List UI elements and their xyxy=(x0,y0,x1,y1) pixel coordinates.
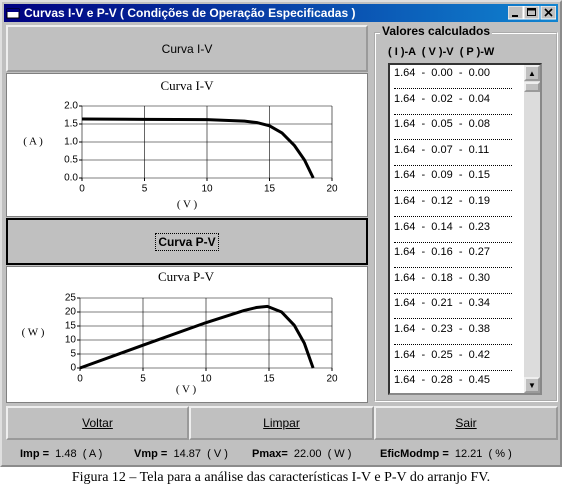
y-tick-label: 0.0 xyxy=(64,173,78,184)
status-label: Vmp = xyxy=(134,448,168,460)
list-row[interactable]: 1.64 - 0.05 - 0.08 xyxy=(394,114,512,141)
iv-chart-panel: Curva I-V ( A ) ( V ) 0.0 0.5 1.0 1.5 2.0 0 5 10 15… xyxy=(6,73,368,217)
list-row[interactable]: 1.64 - 0.00 - 0.00 xyxy=(394,65,512,89)
x-tick-label: 15 xyxy=(264,184,276,195)
curve-iv-button[interactable]: Curva I-V xyxy=(6,25,368,72)
x-tick-label: 5 xyxy=(142,184,148,195)
scroll-down[interactable]: ▼ xyxy=(524,377,540,393)
y-tick-label: 20 xyxy=(65,307,77,318)
scrollbar[interactable]: ▲ ▼ xyxy=(524,65,540,393)
x-tick-label: 0 xyxy=(79,184,85,195)
list-row[interactable]: 1.64 - 0.09 - 0.15 xyxy=(394,165,512,192)
window-controls[interactable] xyxy=(508,6,556,20)
button-label: Curva I-V xyxy=(161,41,213,56)
list-row[interactable]: 1.64 - 0.28 - 0.45 xyxy=(394,370,512,393)
y-axis-label: ( W ) xyxy=(22,327,45,339)
y-tick-label: 10 xyxy=(65,335,77,346)
y-tick-label: 15 xyxy=(65,321,77,332)
pv-chart: Curva P-V ( W ) ( V ) 0 5 10 15 20 25 0 5 10 15 20 xyxy=(22,269,338,396)
chart-title: Curva P-V xyxy=(158,269,215,284)
status-item: Pmax= 22.00 ( W ) xyxy=(252,448,351,460)
status-item: Vmp = 14.87 ( V ) xyxy=(134,448,228,460)
button-label: Curva P-V xyxy=(155,232,219,251)
list-row[interactable]: 1.64 - 0.14 - 0.23 xyxy=(394,217,512,243)
app-icon xyxy=(6,8,20,19)
clear-button[interactable]: Limpar xyxy=(189,406,374,440)
status-unit: ( W ) xyxy=(327,448,352,460)
button-label: Sair xyxy=(455,416,477,430)
list-row[interactable]: 1.64 - 0.07 - 0.11 xyxy=(394,140,512,166)
y-tick-label: 0.5 xyxy=(64,155,78,166)
list-row[interactable]: 1.64 - 0.23 - 0.38 xyxy=(394,319,512,345)
chart-title: Curva I-V xyxy=(160,78,214,93)
x-tick-label: 0 xyxy=(77,374,83,385)
window-title: Curvas I-V e P-V ( Condições de Operação… xyxy=(24,6,356,20)
x-axis-label: ( V ) xyxy=(176,384,197,396)
x-tick-label: 10 xyxy=(200,374,212,385)
status-item: Imp = 1.48 ( A ) xyxy=(20,448,102,460)
scroll-up[interactable]: ▲ xyxy=(524,65,540,81)
pv-chart-panel: Curva P-V ( W ) ( V ) 0 5 10 15 20 25 0 5 10 15 20 xyxy=(6,266,368,403)
exit-button[interactable]: Sair xyxy=(374,406,558,440)
status-value: 12.21 xyxy=(454,448,483,460)
y-axis-label: ( A ) xyxy=(23,136,43,148)
y-tick-label: 1.0 xyxy=(64,137,78,148)
status-item: EficModmp = 12.21 ( % ) xyxy=(380,448,512,460)
x-tick-label: 10 xyxy=(201,184,213,195)
status-unit: ( V ) xyxy=(207,448,228,460)
curve-pv-button[interactable]: Curva P-V xyxy=(6,218,368,265)
title-bar: Curvas I-V e P-V ( Condições de Operação… xyxy=(4,4,558,22)
status-label: Pmax= xyxy=(252,448,288,460)
x-tick-label: 15 xyxy=(263,374,275,385)
list-row[interactable]: 1.64 - 0.02 - 0.04 xyxy=(394,89,512,115)
button-label: Limpar xyxy=(263,416,300,430)
y-tick-label: 2.0 xyxy=(64,101,78,112)
y-tick-label: 25 xyxy=(65,293,77,304)
x-tick-label: 5 xyxy=(140,374,146,385)
y-tick-label: 5 xyxy=(70,349,76,360)
status-value: 14.87 xyxy=(173,448,201,460)
button-label: Voltar xyxy=(82,416,113,430)
scroll-thumb[interactable] xyxy=(524,82,540,92)
y-tick-label: 1.5 xyxy=(64,119,78,130)
curve xyxy=(79,304,315,370)
status-unit: ( % ) xyxy=(488,448,512,460)
list-header: ( I )-A ( V )-V ( P )-W xyxy=(388,46,495,58)
list-row[interactable]: 1.64 - 0.25 - 0.42 xyxy=(394,345,512,371)
iv-chart: Curva I-V ( A ) ( V ) 0.0 0.5 1.0 1.5 2.0 0 5 10 15… xyxy=(23,78,338,211)
group-title: Valores calculados xyxy=(380,24,493,38)
status-label: EficModmp = xyxy=(380,448,449,460)
status-label: Imp = xyxy=(20,448,50,460)
status-value: 22.00 xyxy=(293,448,322,460)
caption: Figura 12 – Tela para a análise das cara… xyxy=(71,470,491,485)
values-list[interactable]: ▲ ▼ 1.64 - 0.00 - 0.00 1.64 - 0.02 - 0.04… xyxy=(388,63,542,395)
window: Curvas I-V e P-V ( Condições de Operação… xyxy=(0,0,562,467)
back-button[interactable]: Voltar xyxy=(6,406,189,440)
y-tick-label: 0 xyxy=(70,363,76,374)
list-row[interactable]: 1.64 - 0.21 - 0.34 xyxy=(394,293,512,320)
x-axis-label: ( V ) xyxy=(177,199,198,211)
status-value: 1.48 xyxy=(55,448,77,460)
list-row[interactable]: 1.64 - 0.18 - 0.30 xyxy=(394,268,512,294)
curve xyxy=(81,117,315,179)
status-unit: ( A ) xyxy=(82,448,103,460)
x-tick-label: 20 xyxy=(326,184,338,195)
list-row[interactable]: 1.64 - 0.12 - 0.19 xyxy=(394,191,512,217)
x-tick-label: 20 xyxy=(326,374,338,385)
list-row[interactable]: 1.64 - 0.16 - 0.27 xyxy=(394,242,512,269)
